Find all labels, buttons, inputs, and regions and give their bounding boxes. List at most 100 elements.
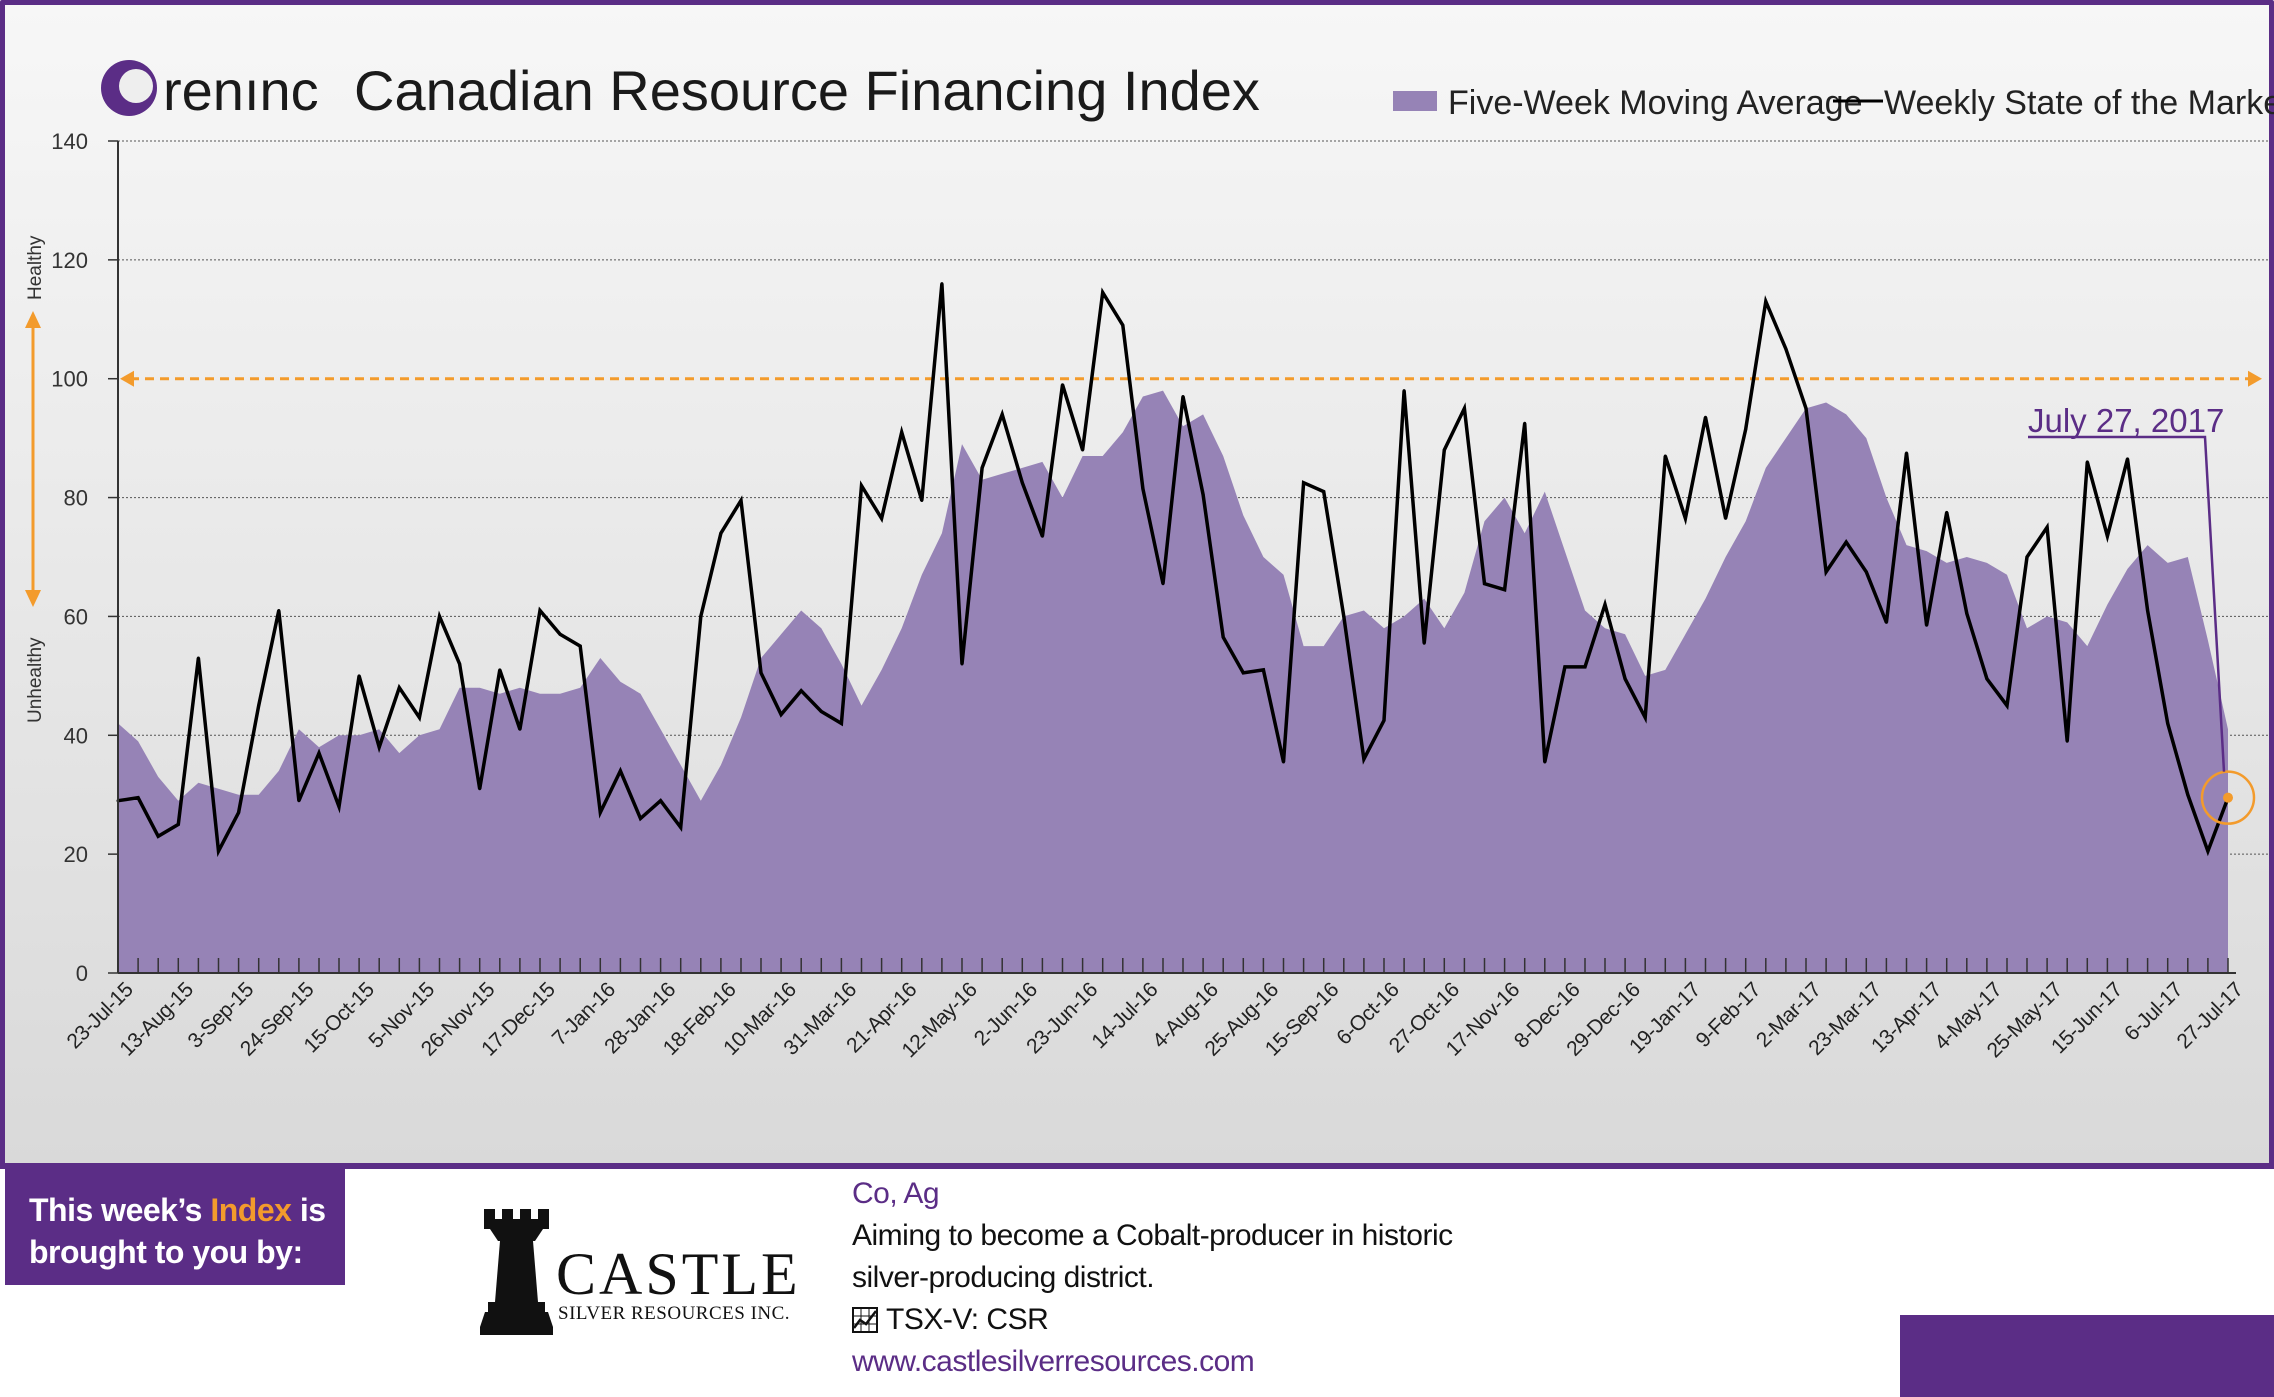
y-tick-label: 40 <box>64 723 88 748</box>
weekly-data-point <box>920 499 924 502</box>
company-website-link[interactable]: www.castlesilverresources.com <box>852 1345 1255 1378</box>
weekly-data-point <box>839 721 843 725</box>
weekly-data-point <box>2186 793 2190 797</box>
sponsor-panel: This week’s Index is brought to you by: … <box>0 1163 2274 1397</box>
y-tick-label: 140 <box>51 129 88 154</box>
weekly-data-point <box>1724 516 1728 520</box>
weekly-data-point <box>1302 481 1306 485</box>
weekly-data-point <box>719 531 723 535</box>
weekly-data-point <box>2105 534 2109 538</box>
weekly-data-point <box>1563 665 1567 669</box>
weekly-data-point <box>538 609 542 612</box>
weekly-data-point <box>1844 540 1848 544</box>
weekly-data-point <box>1061 383 1064 387</box>
castle-company-name: CASTLE <box>556 1241 801 1307</box>
orenic-logo: renınc <box>101 59 319 122</box>
weekly-data-point <box>1603 603 1607 606</box>
weekly-data-point <box>237 811 241 814</box>
health-indicator: Healthy Unhealthy <box>25 235 46 723</box>
weekly-data-point <box>196 656 200 660</box>
y-tick-label: 60 <box>64 604 88 629</box>
weekly-data-point <box>357 674 361 678</box>
weekly-data-point <box>2045 525 2049 529</box>
panel-divider <box>0 1163 2274 1169</box>
weekly-data-point <box>1241 671 1245 675</box>
weekly-data-point <box>1442 448 1446 452</box>
unhealthy-label: Unhealthy <box>25 637 46 723</box>
weekly-data-point <box>257 704 261 708</box>
ticker-symbol: CSR <box>986 1303 1049 1336</box>
y-tick-label: 0 <box>76 961 88 986</box>
weekly-data-point <box>458 662 462 666</box>
legend-area-label: Five-Week Moving Average <box>1448 84 1863 122</box>
weekly-data-point <box>1623 677 1627 681</box>
weekly-data-point <box>1905 451 1908 455</box>
weekly-data-point <box>2065 739 2069 743</box>
weekly-data-point <box>940 282 944 286</box>
weekly-data-point <box>1925 623 1929 627</box>
weekly-data-point <box>679 825 683 829</box>
y-tick-label: 120 <box>51 248 88 273</box>
y-tick-label: 20 <box>64 842 88 867</box>
plot-area <box>116 282 2262 974</box>
weekly-data-point <box>1523 421 1527 425</box>
weekly-data-point <box>1462 406 1466 410</box>
weekly-market-line <box>117 283 2230 858</box>
company-metals: Co, Ag <box>852 1177 940 1210</box>
weekly-data-point <box>1342 614 1346 618</box>
weekly-data-point <box>1141 487 1145 491</box>
threshold-right-arrow-icon <box>2248 370 2262 387</box>
latest-point-marker <box>2223 792 2233 803</box>
arrow-up-icon <box>25 311 41 328</box>
weekly-data-point <box>277 609 281 612</box>
weekly-data-point <box>1422 641 1426 645</box>
weekly-data-point <box>1261 668 1265 672</box>
legend-area-swatch <box>1393 91 1437 111</box>
weekly-data-point <box>2146 609 2150 612</box>
castle-company-subtitle: SILVER RESOURCES INC. <box>558 1303 791 1324</box>
company-description-1: Aiming to become a Cobalt-producer in hi… <box>852 1219 1453 1252</box>
weekly-data-point <box>1000 412 1004 416</box>
weekly-data-point <box>1282 760 1285 764</box>
weekly-data-point <box>337 805 341 809</box>
company-info: Co, Ag Aiming to become a Cobalt-produce… <box>852 1173 1472 1383</box>
weekly-data-point <box>1161 582 1165 586</box>
company-description-2: silver-producing district. <box>852 1261 1155 1294</box>
weekly-data-point <box>659 799 663 803</box>
weekly-data-point <box>639 817 642 820</box>
weekly-data-point <box>1020 481 1024 485</box>
weekly-data-point <box>1864 570 1868 574</box>
stock-chart-icon <box>852 1307 878 1333</box>
weekly-data-point <box>1804 406 1808 410</box>
y-tick-label: 80 <box>64 486 88 511</box>
weekly-data-point <box>518 727 522 731</box>
moving-average-area <box>118 390 2228 974</box>
castle-rook-icon <box>480 1209 553 1335</box>
weekly-data-point <box>2166 721 2170 725</box>
weekly-data-point <box>1221 635 1225 639</box>
weekly-data-point <box>860 484 863 488</box>
weekly-data-point <box>1764 300 1768 303</box>
sponsor-intro-line1: This week’s Index is <box>29 1189 345 1231</box>
weekly-data-point <box>1201 493 1205 497</box>
weekly-data-point <box>156 834 160 838</box>
weekly-data-point <box>779 713 783 716</box>
weekly-data-point <box>2085 460 2089 464</box>
weekly-data-point <box>1322 490 1326 494</box>
weekly-data-point <box>1643 716 1647 719</box>
weekly-data-point <box>1382 718 1386 722</box>
weekly-data-point <box>1040 534 1044 538</box>
sponsor-intro-box: This week’s Index is brought to you by: <box>5 1169 345 1285</box>
weekly-data-point <box>819 710 823 713</box>
weekly-data-point <box>578 644 582 648</box>
chart: 02040608010012014023-Jul-1513-Aug-153-Se… <box>5 5 2274 1163</box>
callout-leader-line <box>2028 435 2226 772</box>
arrow-down-icon <box>25 590 41 607</box>
weekly-data-point <box>1663 454 1667 458</box>
weekly-data-point <box>217 849 220 853</box>
weekly-data-point <box>1121 323 1125 327</box>
weekly-data-point <box>880 516 884 520</box>
ticker-label: TSX-V: <box>886 1303 979 1336</box>
weekly-data-point <box>1704 415 1707 419</box>
weekly-data-point <box>1583 665 1587 669</box>
